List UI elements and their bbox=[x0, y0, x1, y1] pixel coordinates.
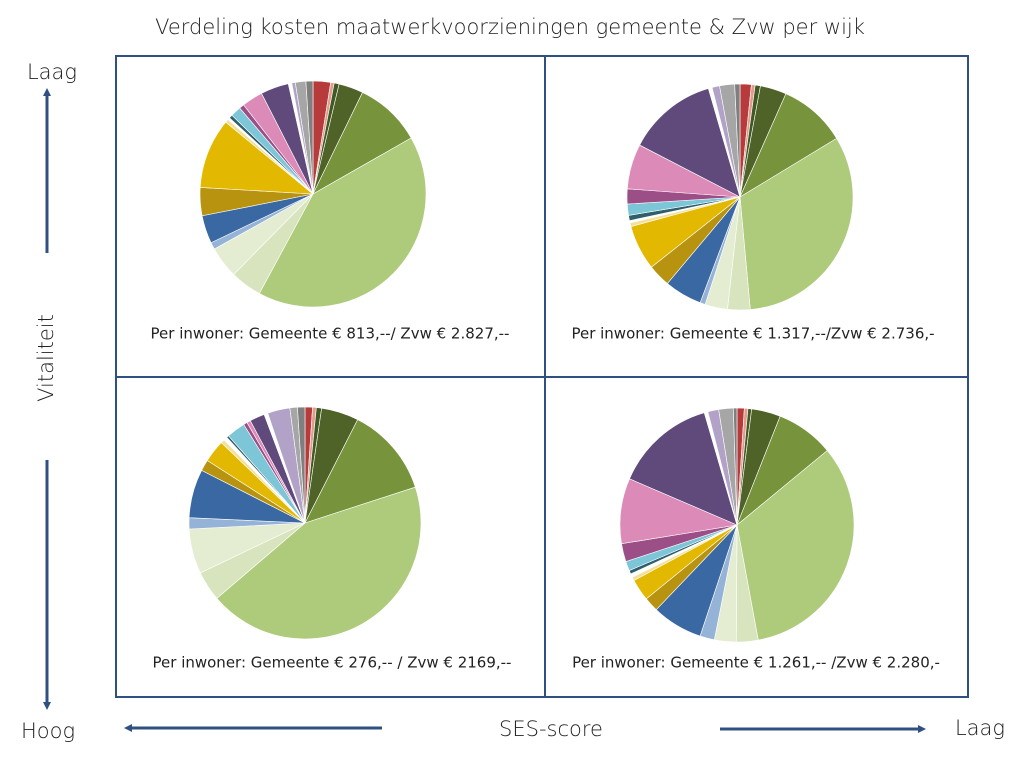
pie-slice bbox=[258, 137, 427, 308]
pie-slice bbox=[199, 121, 314, 195]
pie-caption: Per inwoner: Gemeente € 1.261,-- /Zvw € … bbox=[572, 654, 940, 672]
pie-slice bbox=[305, 80, 314, 195]
pie-caption: Per inwoner: Gemeente € 1.317,--/Zvw € 2… bbox=[571, 325, 934, 343]
pie-slice bbox=[739, 138, 854, 310]
pie-slice bbox=[639, 88, 741, 198]
pie-slice bbox=[629, 412, 738, 526]
x-axis-label: SES-score bbox=[499, 717, 603, 741]
y-bottom-label: Hoog bbox=[21, 719, 75, 743]
pie-slice bbox=[736, 450, 855, 641]
pie-slice bbox=[733, 407, 738, 526]
y-axis-label: Vitaliteit bbox=[34, 314, 58, 402]
pie-slice bbox=[734, 83, 741, 198]
chart-title: Verdeling kosten maatwerkvoorzieningen g… bbox=[155, 15, 865, 39]
pie-slice bbox=[304, 419, 416, 524]
pie-caption: Per inwoner: Gemeente € 813,--/ Zvw € 2.… bbox=[151, 325, 510, 343]
pie-slice bbox=[216, 486, 422, 640]
y-top-label: Laag bbox=[27, 60, 77, 84]
pie-slice bbox=[297, 406, 306, 524]
pie-caption: Per inwoner: Gemeente € 276,-- / Zvw € 2… bbox=[153, 654, 512, 672]
x-right-label: Laag bbox=[955, 716, 1005, 740]
